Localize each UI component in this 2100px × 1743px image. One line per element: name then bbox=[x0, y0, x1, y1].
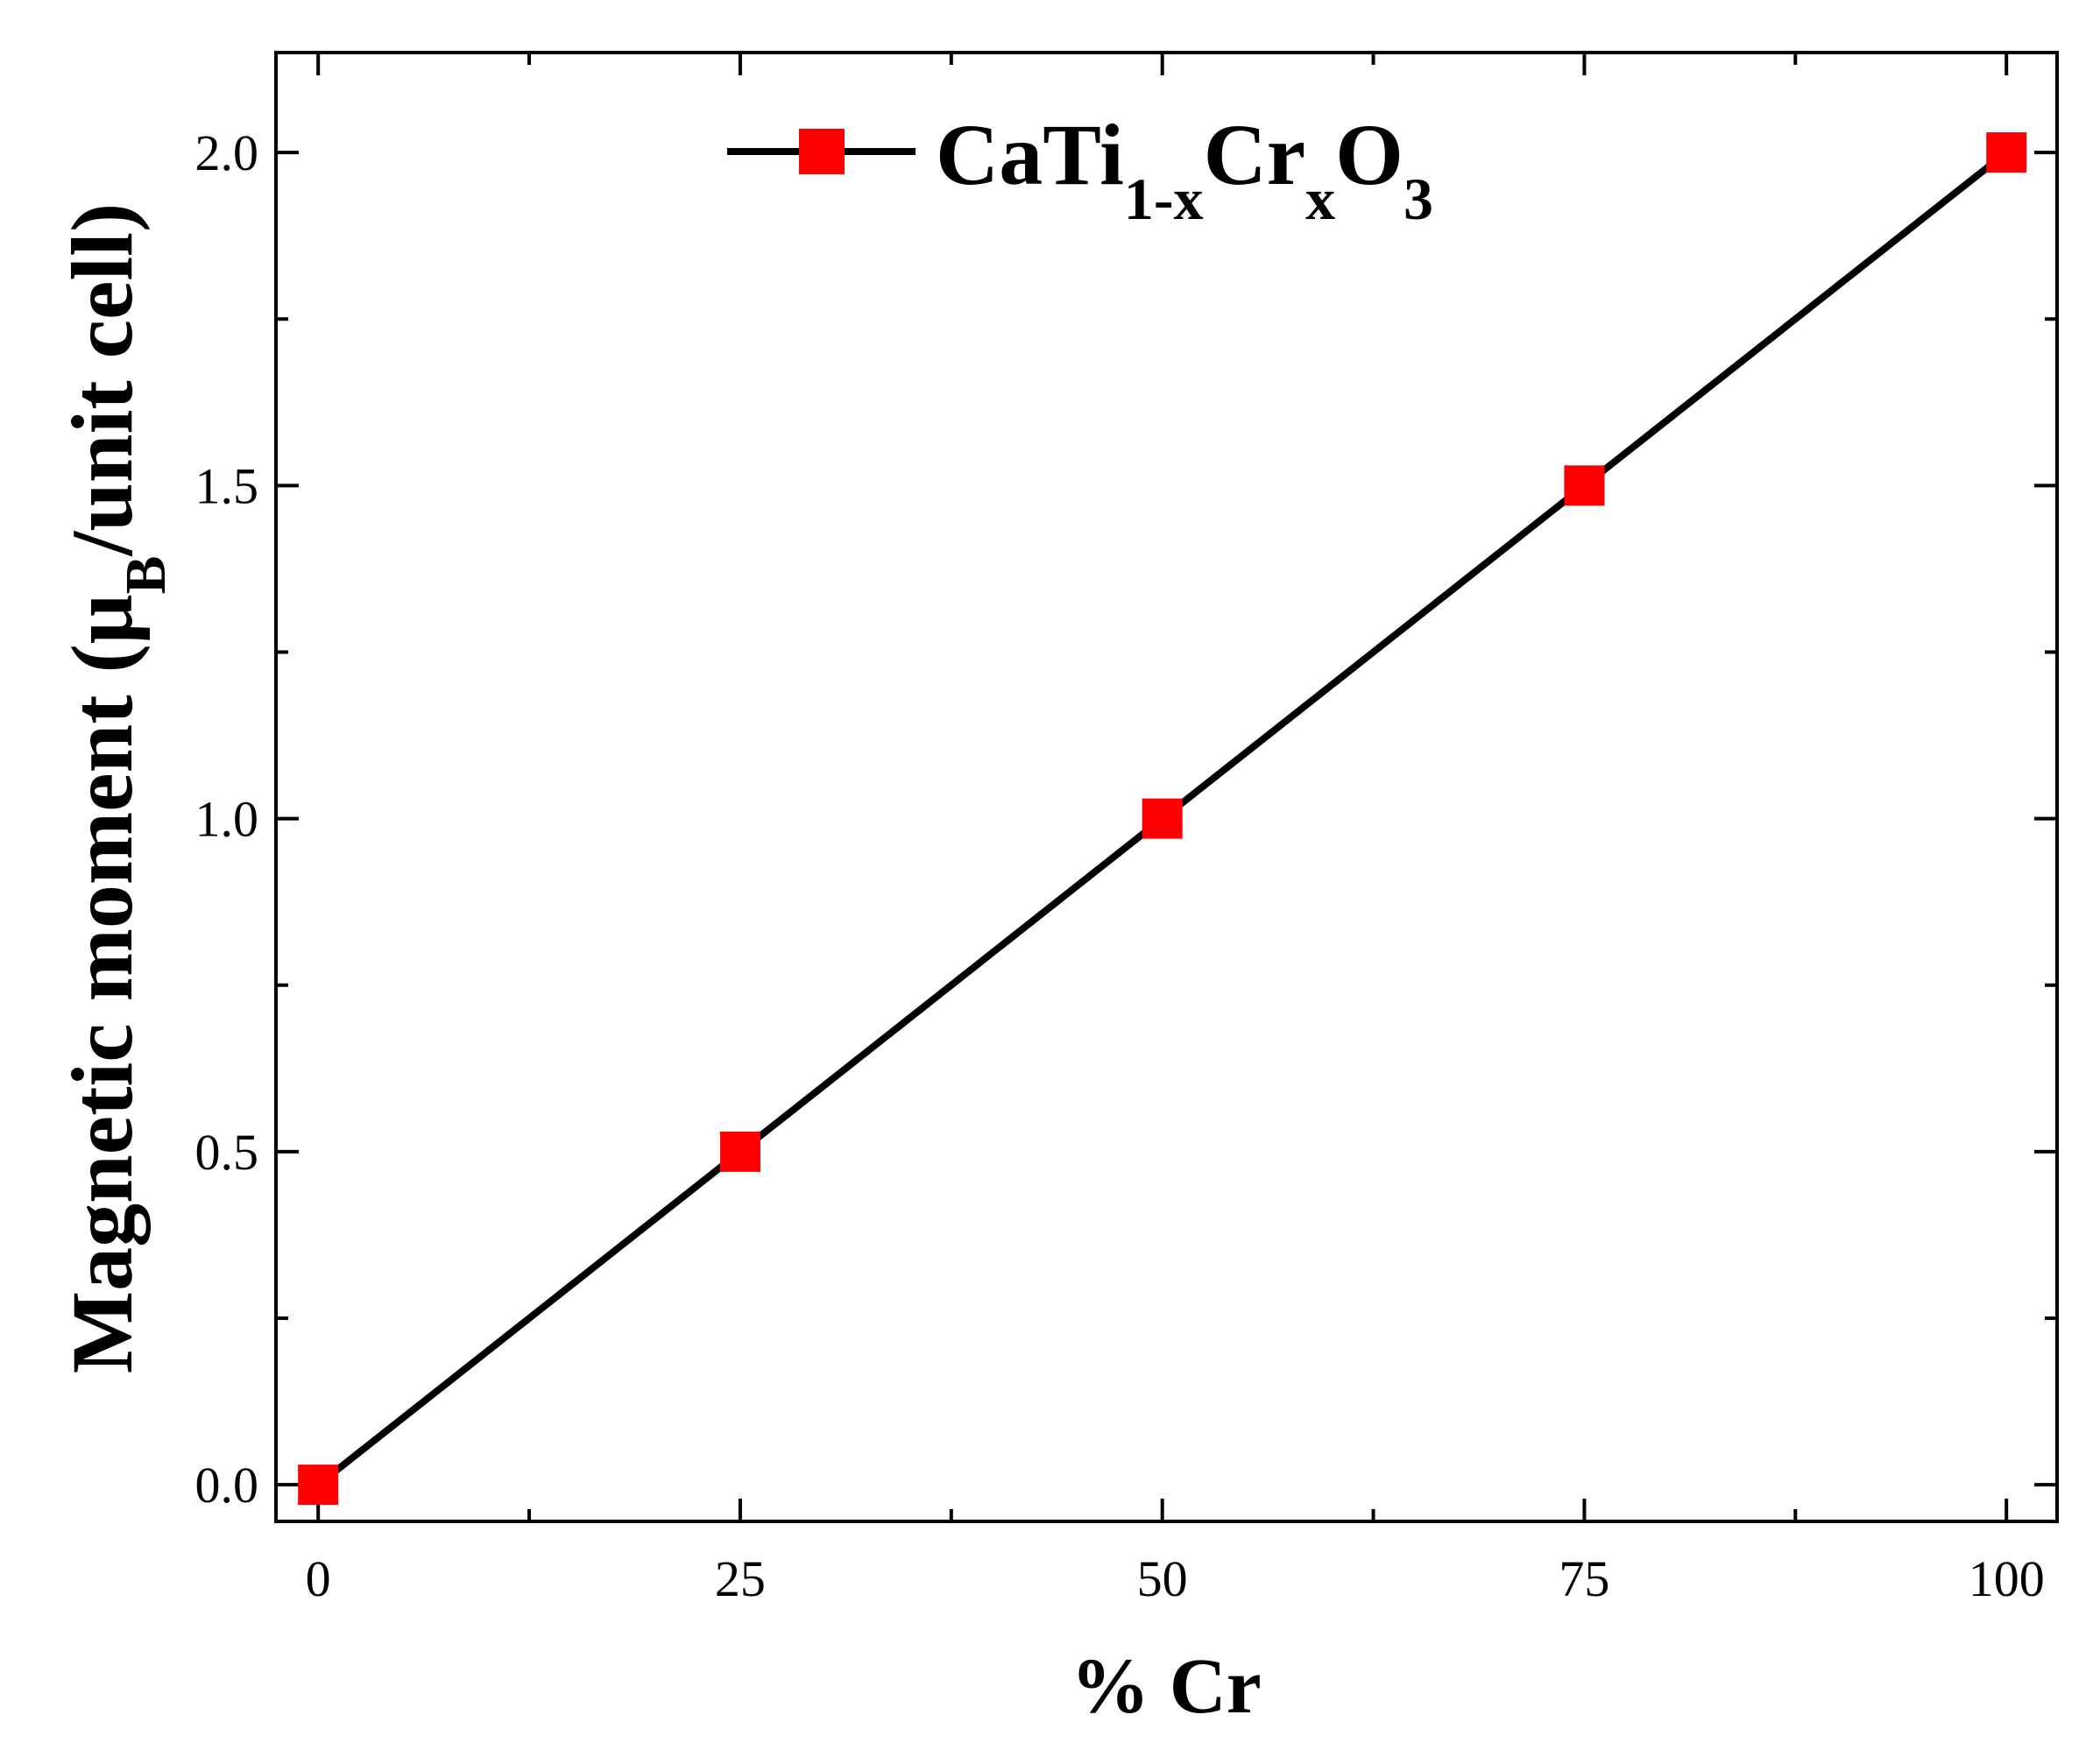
data-point-marker bbox=[1986, 132, 2027, 173]
x-tick-label: 50 bbox=[1137, 1550, 1188, 1607]
data-point-marker bbox=[719, 1131, 760, 1172]
series-layer bbox=[298, 132, 2027, 1506]
y-tick-label: 1.0 bbox=[195, 791, 259, 848]
x-tick-label: 100 bbox=[1969, 1550, 2045, 1607]
legend-label: CaTi1-xCrxO3 bbox=[936, 106, 1433, 232]
y-tick-label: 1.5 bbox=[195, 457, 259, 514]
y-axis-title: Magnetic moment (μB/unit cell) bbox=[53, 203, 178, 1374]
legend: CaTi1-xCrxO3 bbox=[727, 106, 1433, 232]
y-tick-label: 2.0 bbox=[195, 124, 259, 181]
data-point-marker bbox=[1142, 798, 1183, 839]
y-tick-label: 0.0 bbox=[195, 1457, 259, 1514]
y-tick-label: 0.5 bbox=[195, 1124, 259, 1181]
data-point-marker bbox=[1564, 465, 1605, 506]
x-tick-label: 0 bbox=[306, 1550, 331, 1607]
x-tick-label: 75 bbox=[1559, 1550, 1609, 1607]
legend-marker-sample bbox=[799, 129, 845, 174]
x-tick-label: 25 bbox=[715, 1550, 766, 1607]
data-point-marker bbox=[298, 1464, 339, 1506]
axis-ticks bbox=[276, 53, 2057, 1521]
plot-frame bbox=[274, 51, 2059, 1523]
x-axis-title: % Cr bbox=[1071, 1643, 1261, 1730]
tick-labels: 0 25 50 75 100 0.0 0.5 1.0 1.5 2.0 bbox=[195, 124, 2045, 1607]
